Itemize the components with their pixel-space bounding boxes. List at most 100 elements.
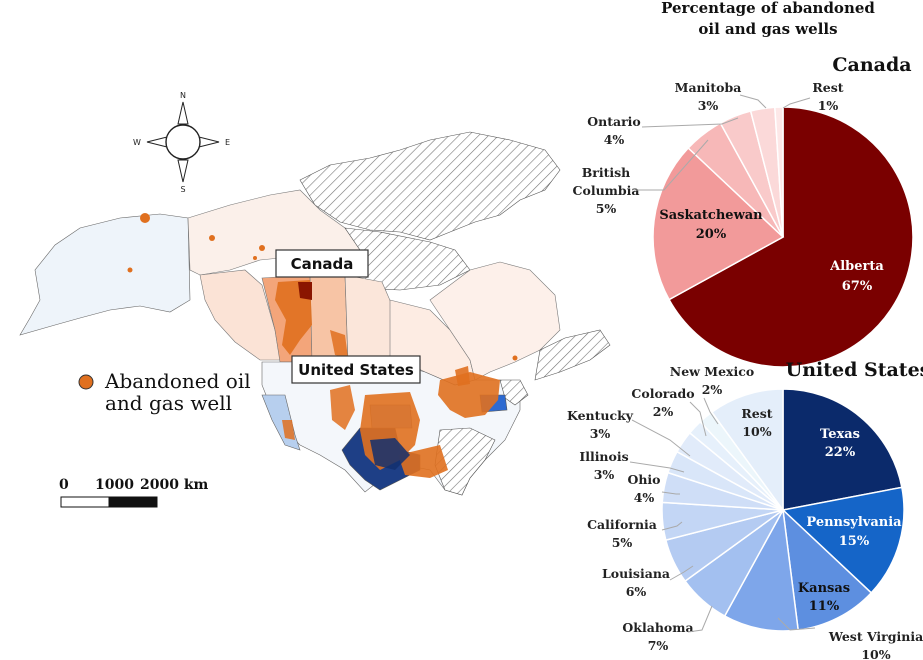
leader-ontario: [641, 117, 739, 128]
us-label-texas-value: 22%: [825, 445, 856, 460]
scale-label-1000: 1000: [95, 477, 134, 493]
canada-label-alberta-value: 67%: [842, 279, 873, 294]
map-label-us: United States: [291, 355, 421, 384]
leader-illinois: [629, 461, 685, 473]
wells-alaska-south: [127, 267, 133, 273]
us-label-louisiana-name: Louisiana: [602, 566, 670, 581]
main-title-line1: Percentage of abandoned: [661, 0, 875, 17]
leader-ohio: [661, 491, 680, 495]
canada-label-ontario-value: 4%: [604, 132, 625, 147]
bc-region: [199, 269, 281, 361]
compass-s: S: [180, 185, 185, 194]
map-label-us-text: United States: [298, 361, 414, 379]
manitoba-region: [344, 274, 393, 363]
wells-michigan: [455, 366, 470, 386]
us-label-kentucky-value: 3%: [590, 426, 611, 441]
canada-label-rest-value: 1%: [818, 98, 839, 113]
wells-alberta-core: [298, 282, 312, 300]
us-label-rest-value: 10%: [742, 424, 771, 439]
wells-arctic: [253, 256, 257, 260]
wells-appalachia: [438, 372, 500, 418]
leader-wv: [777, 617, 816, 631]
scale-segment-white: [60, 496, 110, 508]
wells-gulf: [398, 445, 448, 478]
leader-colorado: [689, 401, 707, 437]
scale-segment-black: [108, 496, 158, 508]
canada-label-sask-name: Saskatchewan: [659, 208, 763, 223]
us-pie-labels: Texas 22% Pennsylvania 15% Kansas 11% We…: [567, 364, 923, 660]
wells-nova-scotia: [512, 355, 518, 361]
us-label-california-value: 5%: [612, 535, 633, 550]
canada-pie-chart: [652, 106, 914, 368]
us-label-kansas-name: Kansas: [798, 581, 850, 596]
us-label-rest-name: Rest: [741, 406, 772, 421]
texas-wells-core: [370, 438, 410, 470]
us-label-illinois-value: 3%: [594, 467, 615, 482]
legend-text-line1: Abandoned oil: [104, 369, 251, 393]
leader-bc: [634, 139, 709, 191]
us-label-colorado-name: Colorado: [631, 386, 694, 401]
legend-text-line2: and gas well: [105, 391, 232, 415]
canada-leader-lines: [634, 94, 811, 191]
map-label-canada-text: Canada: [291, 255, 354, 273]
canada-pie-labels: Alberta 67% Saskatchewan 20% British Col…: [573, 80, 885, 294]
leader-oklahoma: [687, 605, 713, 633]
us-label-pa-name: Pennsylvania: [806, 515, 902, 530]
us-slice-west-virginia: [723, 507, 800, 632]
map-legend: Abandoned oil and gas well: [78, 369, 251, 415]
wells-alberta: [275, 280, 312, 355]
canada-slice-saskatchewan: [652, 146, 785, 301]
canada-slice-rest: [774, 106, 784, 238]
scale-label-0: 0: [59, 477, 69, 493]
alaska-region: [19, 213, 191, 336]
us-label-colorado-value: 2%: [653, 404, 674, 419]
atlantic-canada-region: [534, 329, 611, 381]
us-pie-title: United States: [786, 359, 923, 381]
us-label-louisiana-value: 6%: [626, 584, 647, 599]
compass-arrow-east: [198, 136, 220, 148]
us-label-texas-name: Texas: [820, 427, 860, 442]
canada-label-ontario-name: Ontario: [587, 114, 641, 129]
canada-label-bc-name1: British: [582, 165, 631, 180]
compass-arrow-north: [177, 101, 189, 125]
leader-kentucky: [631, 419, 691, 457]
canada-label-bc-value: 5%: [596, 201, 617, 216]
us-label-ohio-name: Ohio: [627, 472, 660, 487]
us-slice-pennsylvania: [781, 486, 905, 594]
us-slice-rest: [710, 388, 784, 513]
leader-manitoba: [739, 94, 767, 109]
wells-rockies: [330, 385, 355, 430]
us-label-kentucky-name: Kentucky: [567, 408, 634, 423]
wells-california: [282, 420, 295, 440]
compass-arrow-west: [146, 136, 168, 148]
us-label-wv-value: 10%: [861, 647, 890, 660]
legend-marker: [78, 374, 94, 390]
canada-label-sask-value: 20%: [696, 227, 727, 242]
wells-alaska-north: [140, 213, 150, 223]
wells-saskatchewan: [330, 330, 348, 358]
arctic-islands-region: [299, 131, 561, 241]
leader-louisiana: [669, 565, 694, 581]
canada-label-alberta-name: Alberta: [829, 259, 884, 274]
compass-circle: [165, 124, 201, 160]
us-label-california-name: California: [587, 517, 657, 532]
main-title-line2: oil and gas wells: [698, 20, 837, 38]
canada-label-manitoba-name: Manitoba: [675, 80, 742, 95]
leader-nm: [703, 397, 719, 425]
us-label-oklahoma-value: 7%: [648, 638, 669, 653]
compass-e: E: [225, 138, 230, 147]
wells-yukon: [209, 235, 215, 241]
canada-slice-alberta: [668, 106, 914, 368]
us-label-ohio-value: 4%: [634, 490, 655, 505]
canada-label-rest-name: Rest: [812, 80, 843, 95]
scale-bar: 0 1000 2000 km: [59, 477, 209, 508]
us-slice-texas: [782, 388, 903, 511]
canada-pie-title: Canada: [832, 54, 911, 76]
wells-nwt: [259, 245, 265, 251]
leader-rest: [782, 97, 811, 109]
compass-arrow-south: [177, 159, 189, 183]
map-label-canada: Canada: [275, 249, 369, 278]
canada-label-bc-name2: Columbia: [573, 183, 640, 198]
canada-label-manitoba-value: 3%: [698, 98, 719, 113]
